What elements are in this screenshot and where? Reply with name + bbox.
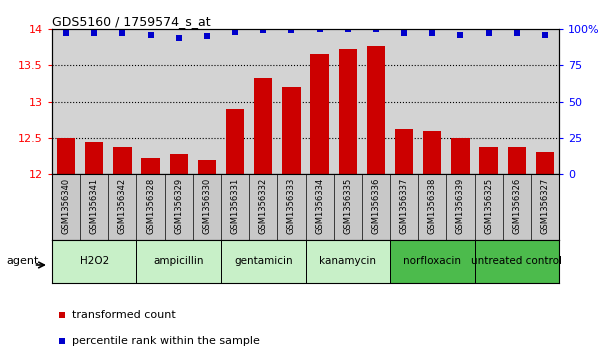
Text: kanamycin: kanamycin — [320, 256, 376, 266]
Text: GSM1356334: GSM1356334 — [315, 178, 324, 234]
Text: GDS5160 / 1759574_s_at: GDS5160 / 1759574_s_at — [52, 15, 211, 28]
Bar — [57, 138, 75, 174]
Bar — [452, 138, 470, 174]
Text: GSM1356336: GSM1356336 — [371, 178, 381, 234]
Bar — [282, 87, 301, 174]
Bar — [390, 240, 475, 283]
Bar — [52, 240, 136, 283]
Bar — [306, 240, 390, 283]
Bar — [395, 129, 413, 174]
Text: GSM1356338: GSM1356338 — [428, 178, 437, 234]
Bar — [136, 240, 221, 283]
Text: percentile rank within the sample: percentile rank within the sample — [72, 336, 260, 346]
Text: norfloxacin: norfloxacin — [403, 256, 461, 266]
Text: GSM1356342: GSM1356342 — [118, 178, 127, 234]
Text: gentamicin: gentamicin — [234, 256, 293, 266]
Bar — [338, 49, 357, 174]
Bar — [198, 160, 216, 174]
Text: GSM1356337: GSM1356337 — [400, 178, 409, 234]
Text: transformed count: transformed count — [72, 310, 176, 320]
Bar — [536, 152, 554, 174]
Text: untreated control: untreated control — [471, 256, 562, 266]
Text: GSM1356327: GSM1356327 — [541, 178, 549, 234]
Bar — [85, 142, 103, 174]
Bar — [367, 46, 385, 174]
Text: H2O2: H2O2 — [79, 256, 109, 266]
Text: GSM1356333: GSM1356333 — [287, 178, 296, 234]
Text: GSM1356329: GSM1356329 — [174, 178, 183, 234]
Bar — [170, 154, 188, 174]
Text: GSM1356326: GSM1356326 — [512, 178, 521, 234]
Text: GSM1356332: GSM1356332 — [258, 178, 268, 234]
Bar — [221, 240, 306, 283]
Text: GSM1356331: GSM1356331 — [230, 178, 240, 234]
Bar — [310, 54, 329, 174]
Text: GSM1356330: GSM1356330 — [202, 178, 211, 234]
Bar — [475, 240, 559, 283]
Text: GSM1356328: GSM1356328 — [146, 178, 155, 234]
Bar — [141, 158, 159, 174]
Bar — [423, 131, 441, 174]
Bar — [226, 109, 244, 174]
Text: GSM1356325: GSM1356325 — [484, 178, 493, 234]
Bar — [508, 147, 526, 174]
Text: ampicillin: ampicillin — [153, 256, 204, 266]
Text: GSM1356340: GSM1356340 — [62, 178, 70, 234]
Bar — [113, 147, 131, 174]
Text: agent: agent — [6, 256, 38, 266]
Text: GSM1356335: GSM1356335 — [343, 178, 353, 234]
Text: GSM1356339: GSM1356339 — [456, 178, 465, 234]
Bar — [480, 147, 498, 174]
Text: GSM1356341: GSM1356341 — [90, 178, 99, 234]
Bar — [254, 78, 273, 174]
